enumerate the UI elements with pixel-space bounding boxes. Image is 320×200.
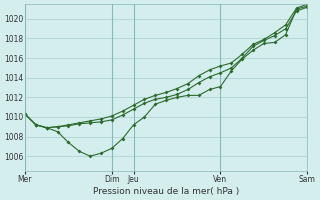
X-axis label: Pression niveau de la mer( hPa ): Pression niveau de la mer( hPa ) bbox=[93, 187, 239, 196]
